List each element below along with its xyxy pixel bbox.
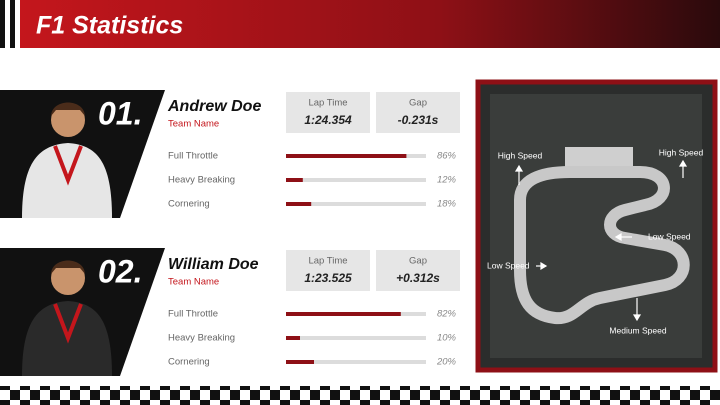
bar bbox=[286, 312, 401, 316]
bar bbox=[286, 178, 303, 182]
track-label: Low Speed bbox=[487, 260, 530, 270]
bar-track bbox=[286, 336, 426, 340]
stat-box bbox=[376, 92, 460, 133]
stat-value: 20% bbox=[436, 357, 457, 368]
bar bbox=[286, 202, 312, 206]
arrow-head bbox=[678, 159, 688, 167]
stat-box bbox=[286, 250, 370, 291]
stat-value: 18% bbox=[437, 199, 457, 210]
portrait-head bbox=[51, 103, 85, 137]
stripe bbox=[0, 0, 5, 48]
stat-value: 86% bbox=[437, 151, 457, 162]
stat-label: Heavy Breaking bbox=[168, 175, 235, 186]
bar-track bbox=[286, 202, 426, 206]
stat-label: Cornering bbox=[168, 357, 210, 368]
arrows bbox=[514, 159, 688, 322]
header-bar bbox=[20, 0, 720, 48]
arrow-head bbox=[514, 164, 524, 172]
portrait-hair bbox=[51, 102, 85, 116]
position: 01. bbox=[98, 95, 142, 131]
portrait-accent bbox=[53, 303, 83, 344]
stat-box-label: Lap Time bbox=[308, 98, 347, 109]
portrait-accent bbox=[53, 145, 83, 186]
stat-box-value: 1:24.354 bbox=[304, 113, 352, 127]
stat-label: Full Throttle bbox=[168, 309, 218, 320]
stat-value: 12% bbox=[437, 175, 457, 186]
portrait-head bbox=[51, 261, 85, 295]
stat-box bbox=[286, 92, 370, 133]
stat-box-value: 1:23.525 bbox=[304, 271, 352, 285]
arrow-head bbox=[632, 314, 642, 322]
drivers: 01. Andrew Doe Team Name Lap Time 1:24.354 Ga… bbox=[0, 90, 460, 376]
track-labels: High Speed High Speed Low Speed Low Spee… bbox=[487, 147, 703, 335]
stat-box-label: Gap bbox=[409, 98, 427, 109]
position: 02. bbox=[98, 253, 142, 289]
team-name: Team Name bbox=[168, 277, 219, 288]
stripe bbox=[10, 0, 15, 48]
bar bbox=[286, 336, 300, 340]
bar bbox=[286, 154, 407, 158]
checkered-flag bbox=[0, 386, 720, 405]
bar-track bbox=[286, 178, 426, 182]
bar bbox=[286, 360, 314, 364]
track bbox=[514, 166, 690, 325]
stat-box bbox=[376, 250, 460, 291]
driver-name: Andrew Doe bbox=[167, 98, 261, 115]
stat-box-label: Lap Time bbox=[308, 256, 347, 267]
bar-track bbox=[286, 360, 426, 364]
stat-label: Heavy Breaking bbox=[168, 333, 235, 344]
driver-name: William Doe bbox=[168, 256, 259, 273]
stat-box-label: Gap bbox=[409, 256, 427, 267]
stat-box-value: -0.231s bbox=[398, 113, 439, 127]
title: F1 Statistics bbox=[36, 12, 183, 40]
track-label: High Speed bbox=[659, 147, 704, 157]
stat-value: 82% bbox=[437, 309, 457, 320]
arrow-head bbox=[614, 232, 622, 242]
team-name: Team Name bbox=[168, 119, 219, 130]
track-label: Medium Speed bbox=[609, 325, 666, 335]
portrait-hair bbox=[51, 260, 85, 274]
arrow-head bbox=[540, 261, 548, 271]
stat-label: Full Throttle bbox=[168, 151, 218, 162]
stat-label: Cornering bbox=[168, 199, 210, 210]
stat-box-value: +0.312s bbox=[396, 271, 440, 285]
stat-value: 10% bbox=[437, 333, 457, 344]
track-label: High Speed bbox=[498, 150, 543, 160]
track-label: Low Speed bbox=[648, 231, 691, 241]
